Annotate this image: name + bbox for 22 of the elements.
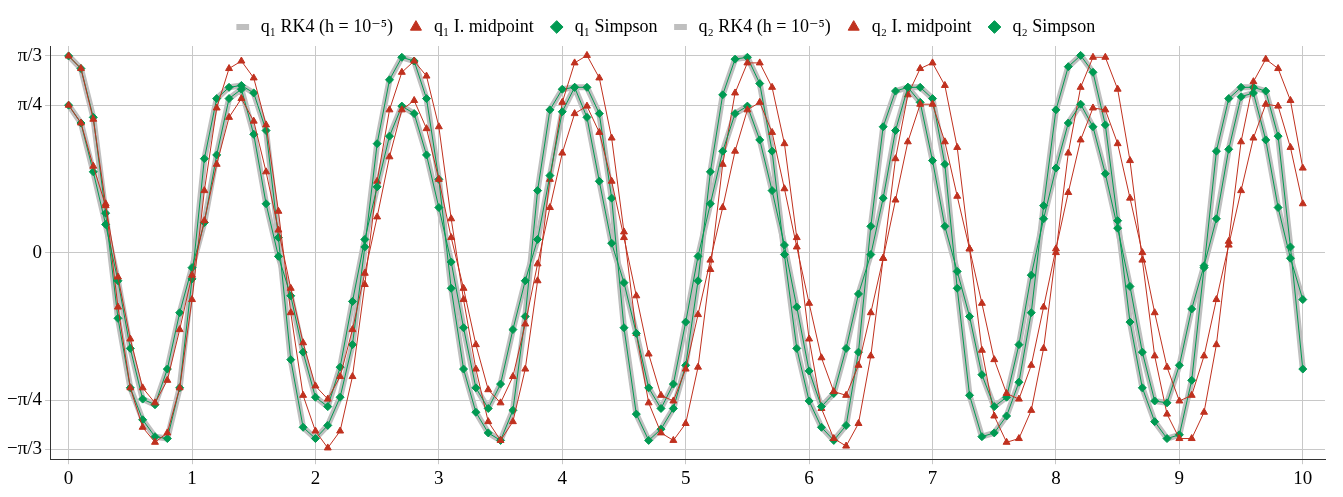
x-tick-label: 9 — [1174, 466, 1185, 488]
y-tick-label: 0 — [32, 240, 43, 262]
x-tick-label: 7 — [927, 466, 938, 488]
x-tick-label: 6 — [804, 466, 814, 488]
x-tick-label: 1 — [187, 466, 197, 488]
legend-label: q₂ I. midpoint — [871, 15, 972, 36]
legend-label: q₁ RK4 (h = 10⁻⁵) — [260, 15, 393, 37]
legend-label: q₂ Simpson — [1012, 15, 1096, 36]
x-tick-label: 0 — [63, 466, 74, 488]
x-tick-label: 8 — [1051, 466, 1061, 488]
x-tick-label: 2 — [310, 466, 321, 488]
legend-label: q₁ I. midpoint — [433, 15, 534, 36]
legend-label: q₂ RK4 (h = 10⁻⁵) — [698, 15, 831, 37]
x-tick-label: 3 — [434, 466, 444, 488]
y-tick-label: −π/4 — [6, 388, 43, 410]
x-tick-label: 5 — [680, 466, 691, 488]
y-tick-label: π/4 — [17, 93, 43, 115]
legend-label: q₁ Simpson — [574, 15, 658, 36]
y-tick-label: −π/3 — [6, 437, 43, 459]
x-tick-label: 4 — [557, 466, 568, 488]
x-tick-label: 10 — [1293, 466, 1313, 488]
y-tick-label: π/3 — [17, 43, 43, 65]
